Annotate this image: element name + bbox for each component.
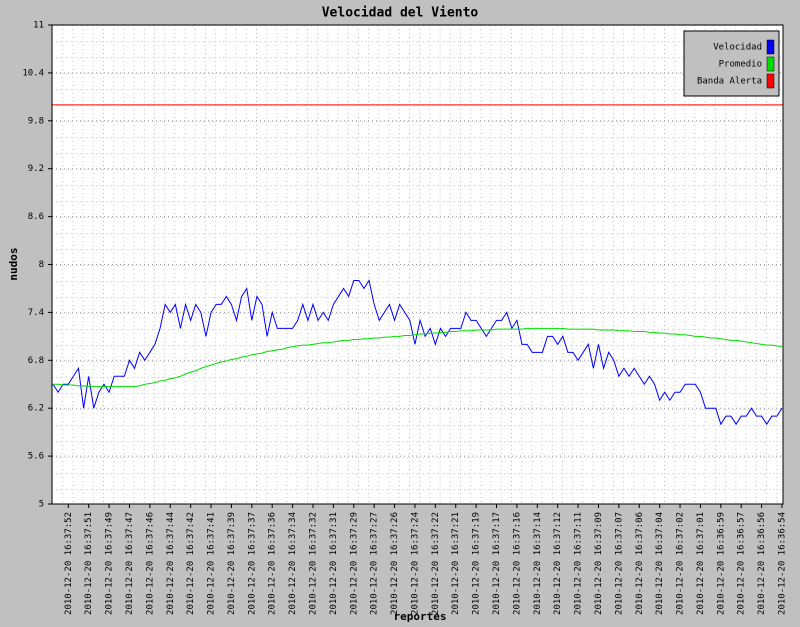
x-tick-label: 2010-12-20 16:36:59 [716,512,726,615]
x-tick-label: 2010-12-20 16:37:14 [533,512,543,615]
x-tick-label: 2010-12-20 16:37:29 [349,512,359,615]
x-tick-label: 2010-12-20 16:37:49 [105,512,115,615]
legend: Velocidad Promedio Banda Alerta [683,30,780,97]
y-tick-label: 10.4 [22,68,44,78]
x-tick-label: 2010-12-20 16:37:07 [614,512,624,615]
x-tick-label: 2010-12-20 16:37:31 [329,512,339,615]
x-tick-label: 2010-12-20 16:37:04 [655,512,665,615]
x-tick-label: 2010-12-20 16:37:42 [186,512,196,615]
x-tick-label: 2010-12-20 16:37:11 [574,512,584,615]
x-tick-label: 2010-12-20 16:37:17 [492,512,502,615]
y-tick-label: 9.2 [28,164,44,174]
y-tick-label: 8 [39,260,44,270]
minor-grid [52,25,783,504]
y-tick-label: 6.8 [28,356,44,366]
x-tick-label: 2010-12-20 16:37:09 [594,512,604,615]
x-tick-label: 2010-12-20 16:37:44 [166,512,176,615]
y-tick-label: 5.6 [28,452,44,462]
x-tick-label: 2010-12-20 16:37:16 [512,512,522,615]
y-tick-label: 11 [33,21,44,31]
x-tick-label: 2010-12-20 16:37:02 [676,512,686,615]
x-tick-label: 2010-12-20 16:37:34 [288,512,298,615]
legend-box [683,30,780,97]
x-tick-label: 2010-12-20 16:37:47 [125,512,135,615]
y-tick-label: 8.6 [28,212,44,222]
x-tick-label: 2010-12-20 16:37:27 [370,512,380,615]
x-tick-label: 2010-12-20 16:37:46 [145,512,155,615]
legend-label: Velocidad [713,43,762,53]
chart-title: Velocidad del Viento [322,6,479,21]
x-tick-label: 2010-12-20 16:37:12 [553,512,563,615]
legend-swatch [766,56,775,72]
y-tick-label: 5 [39,500,44,510]
x-tick-label: 2010-12-20 16:37:01 [696,512,706,615]
x-tick-label: 2010-12-20 16:37:24 [410,512,420,615]
x-tick-label: 2010-12-20 16:37:26 [390,512,400,615]
legend-swatch [766,73,775,89]
x-tick-label: 2010-12-20 16:37:32 [308,512,318,615]
series-line [53,327,783,388]
x-tick-label: 2010-12-20 16:37:39 [227,512,237,615]
x-tick-label: 2010-12-20 16:37:22 [431,512,441,615]
x-tick-label: 2010-12-20 16:37:52 [64,512,74,615]
plot-border [51,24,784,505]
legend-label: Banda Alerta [697,77,762,87]
x-tick-label: 2010-12-20 16:37:36 [268,512,278,615]
x-tick-label: 2010-12-20 16:37:19 [472,512,482,615]
x-tick-label: 2010-12-20 16:37:37 [247,512,257,615]
x-tick-label: 2010-12-20 16:37:06 [635,512,645,615]
x-tick-label: 2010-12-20 16:37:51 [84,512,94,615]
plot-layer: 5 5.6 6.2 6.8 7.4 8 8.6 9.2 9.8 10.4 11 2010-12-20 … [22,21,787,615]
y-tick-label: 9.8 [28,116,44,126]
legend-swatch [766,39,775,55]
x-tick-label: 2010-12-20 16:36:54 [778,512,788,615]
x-tick-label: 2010-12-20 16:37:21 [451,512,461,615]
y-tick-label: 7.4 [28,308,44,318]
x-tick-label: 2010-12-20 16:37:41 [207,512,217,615]
x-tick-label: 2010-12-20 16:36:57 [737,512,747,615]
legend-label: Promedio [719,60,762,70]
x-tick-label: 2010-12-20 16:36:56 [757,512,767,615]
x-axis-title: reportes [394,610,447,623]
y-axis-title: nudos [7,247,20,280]
y-tick-label: 6.2 [28,404,44,414]
series-line [52,279,783,426]
